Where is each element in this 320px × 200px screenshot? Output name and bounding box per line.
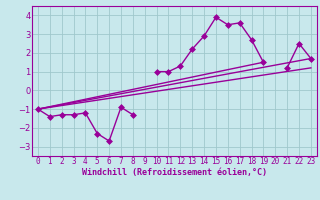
X-axis label: Windchill (Refroidissement éolien,°C): Windchill (Refroidissement éolien,°C)	[82, 168, 267, 177]
